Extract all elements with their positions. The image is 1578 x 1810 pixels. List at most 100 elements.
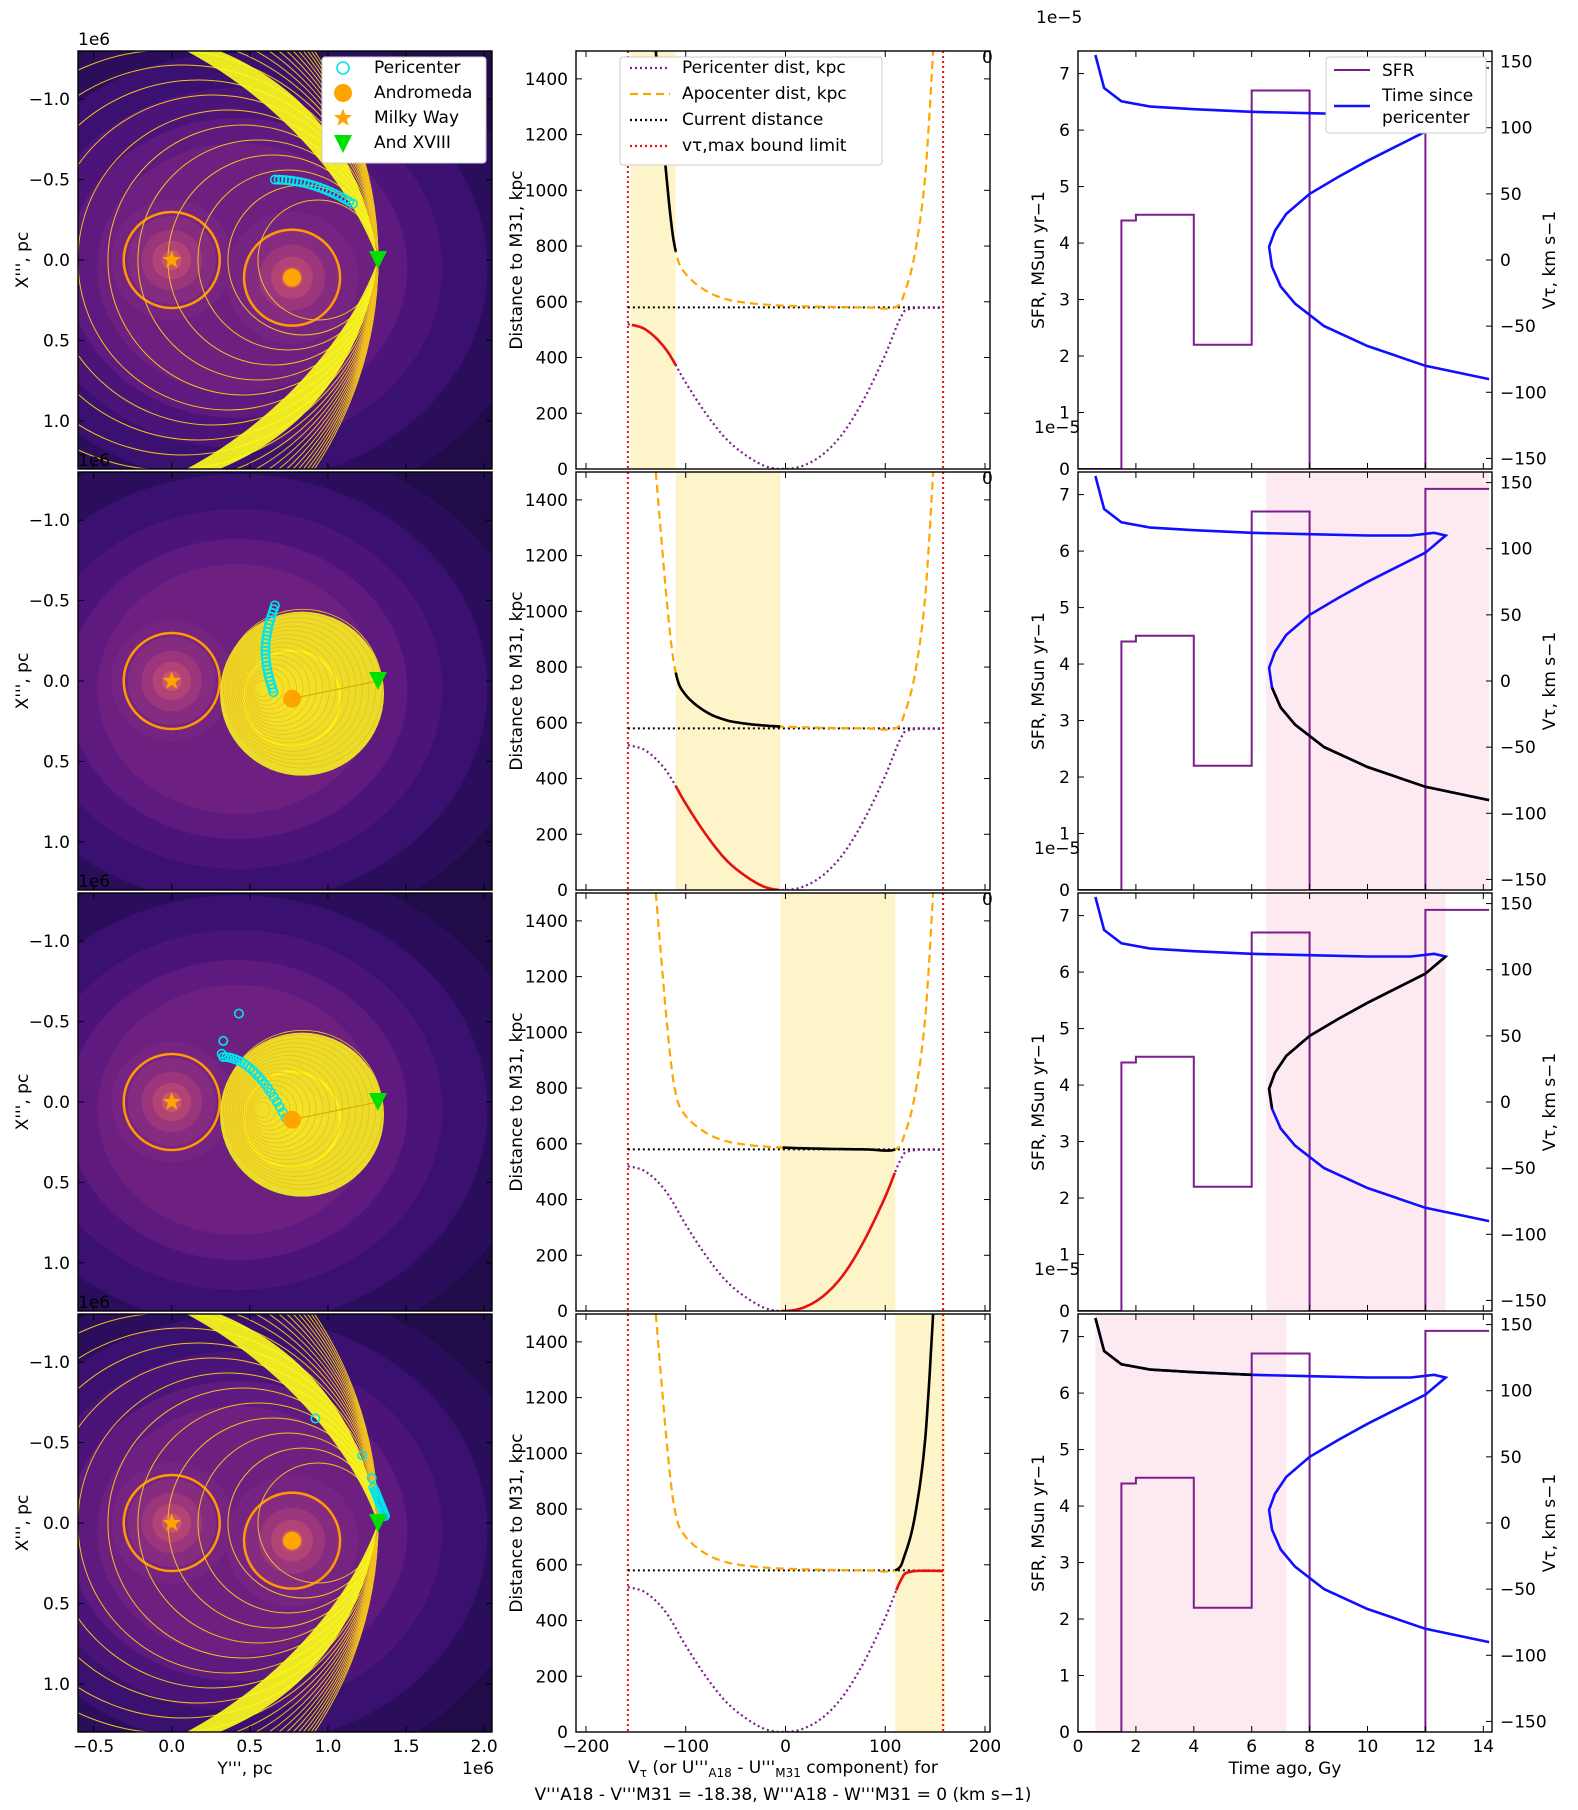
pericenter-marker xyxy=(288,175,299,186)
y-axis-label: SFR, MSun yr−1 xyxy=(1029,1033,1049,1171)
x-axis-label-part: component) for xyxy=(801,1758,938,1778)
y2-tick-label: 0 xyxy=(1500,1514,1511,1534)
y-tick-label: 2 xyxy=(1059,1610,1070,1630)
map-plot-area xyxy=(78,472,492,890)
andromeda-ring xyxy=(242,228,342,327)
x-axis-label: Y''', pc xyxy=(216,1759,272,1779)
y-tick-label: 600 xyxy=(536,1135,568,1155)
left-offset-label: 1e−5 xyxy=(1036,8,1082,28)
pericenter-marker xyxy=(273,174,284,185)
y-tick-label: −0.5 xyxy=(29,1013,70,1033)
sfr-step-line xyxy=(1078,66,1490,469)
y-tick-label: 0 xyxy=(557,1302,568,1322)
orbit-arc xyxy=(231,629,350,748)
y-tick-label: 4 xyxy=(1059,1076,1070,1096)
y-tick-label: −1.0 xyxy=(29,932,70,952)
sfr-step-line xyxy=(1078,908,1490,1311)
distance-panel: 0 200 400 600 800 1000 1200 1400 0 Distance to M3… xyxy=(507,48,993,480)
map-panel: −1.0 −0.5 0.0 0.5 1.0 1e6 X''', pc xyxy=(13,451,493,891)
x-axis-label-part: V xyxy=(628,1758,640,1778)
y2-axis-label: Vτ, km s−1 xyxy=(1540,1053,1560,1151)
y-tick-label: 3 xyxy=(1059,291,1070,311)
y2-tick-label: −100 xyxy=(1500,804,1547,824)
pericenter-marker xyxy=(281,175,292,186)
y2-tick-label: 50 xyxy=(1500,606,1522,626)
x-tick-label: 0 xyxy=(982,890,993,910)
y2-tick-label: 50 xyxy=(1500,1448,1522,1468)
pericenter-highlight xyxy=(895,1569,944,1591)
y-tick-label: 400 xyxy=(536,349,568,369)
y-tick-label: 4 xyxy=(1059,655,1070,675)
legend-milky-way-swatch xyxy=(334,108,352,126)
y-tick-label: 3 xyxy=(1059,1133,1070,1153)
selected-vtau-band xyxy=(780,893,896,1311)
pericenter-marker xyxy=(260,649,271,660)
left-offset-label: 1e−5 xyxy=(1034,839,1080,859)
x-tick-label: 200 xyxy=(969,1737,1001,1757)
selected-time-band xyxy=(1266,472,1490,890)
panel-frame xyxy=(575,1313,991,1733)
orbit-arc xyxy=(226,1038,370,1182)
milky-way-marker xyxy=(162,1092,181,1110)
y-tick-label: 4 xyxy=(1059,234,1070,254)
orbit-arc xyxy=(224,1034,377,1186)
sfr-step-line xyxy=(1078,487,1490,890)
y-offset-label: 1e6 xyxy=(78,451,110,471)
and-xviii-marker xyxy=(368,1093,387,1111)
apocenter-distance-curve xyxy=(654,51,935,310)
y-offset-label: 1e6 xyxy=(78,872,110,892)
y-tick-label: 7 xyxy=(1059,907,1070,927)
y-axis-label: X''', pc xyxy=(13,1074,33,1131)
pericenter-marker xyxy=(261,634,272,645)
y-tick-label: −1.0 xyxy=(29,511,70,531)
x-axis-label-part: - U''' xyxy=(732,1758,775,1778)
y2-axis-label: Vτ, km s−1 xyxy=(1540,1474,1560,1572)
y-tick-label: 1.0 xyxy=(43,1675,70,1695)
y2-tick-label: −150 xyxy=(1500,449,1547,469)
y-tick-label: 1.0 xyxy=(43,833,70,853)
orbit-arc xyxy=(253,1101,271,1119)
pericenter-marker xyxy=(271,1096,282,1107)
y2-axis-label: Vτ, km s−1 xyxy=(1540,632,1560,730)
y-tick-label: 800 xyxy=(536,1079,568,1099)
legend-entry: Milky Way xyxy=(374,108,459,128)
y2-tick-label: −50 xyxy=(1500,317,1536,337)
map-panel: −1.0−0.50.00.51.0−0.5 0.0 0.5 1.0 1.5 2.01e6X… xyxy=(13,1293,498,1779)
y2-axis-label: Vτ, km s−1 xyxy=(1540,211,1560,309)
y2-tick-label: 50 xyxy=(1500,185,1522,205)
y2-tick-label: 50 xyxy=(1500,1027,1522,1047)
x-tick-label: 0 xyxy=(982,469,993,489)
orbit-arc xyxy=(228,621,363,756)
x-axis-label-part: (or U''' xyxy=(647,1758,708,1778)
y-tick-label: 6 xyxy=(1059,1384,1070,1404)
y-tick-label: 0 xyxy=(557,1723,568,1743)
apocenter-distance-curve xyxy=(654,893,935,1152)
y-tick-label: 5 xyxy=(1059,599,1070,619)
y-tick-label: 200 xyxy=(536,404,568,424)
x-tick-label: −0.5 xyxy=(73,1737,114,1757)
time-since-pericenter-curve xyxy=(1094,54,1490,381)
y-tick-label: 400 xyxy=(536,770,568,790)
time-since-pericenter-highlight xyxy=(1094,1317,1252,1377)
y-tick-label: 200 xyxy=(536,1667,568,1687)
apocenter-highlight xyxy=(782,1146,896,1152)
y-tick-label: 200 xyxy=(536,1246,568,1266)
x-tick-label: 0 xyxy=(1073,1737,1084,1757)
orbit-arc xyxy=(249,671,284,706)
y-tick-label: 800 xyxy=(536,237,568,257)
pericenter-marker xyxy=(277,174,288,185)
time-since-pericenter-highlight xyxy=(1270,687,1490,802)
y-axis-label: Distance to M31, kpc xyxy=(507,591,527,770)
x-tick-label: 0 xyxy=(982,48,993,68)
y-tick-label: 1200 xyxy=(525,968,568,988)
distance-plot-area xyxy=(626,1314,946,1732)
y2-tick-label: 100 xyxy=(1500,540,1532,560)
legend-entry: Apocenter dist, kpc xyxy=(682,84,847,104)
y2-tick-label: −50 xyxy=(1500,1580,1536,1600)
map-plot-area xyxy=(78,893,492,1311)
andromeda-marker xyxy=(283,1531,302,1550)
